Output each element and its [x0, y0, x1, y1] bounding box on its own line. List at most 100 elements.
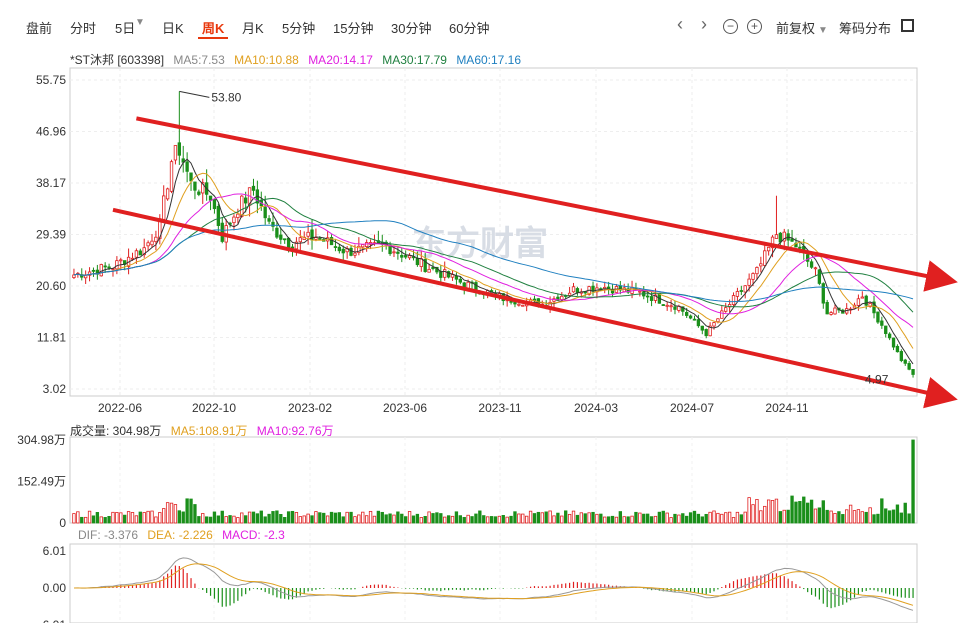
tab-pre-market[interactable]: 盘前 — [26, 21, 53, 36]
tab-5day[interactable]: 5日 — [115, 21, 136, 36]
volume-bar — [747, 497, 751, 524]
volume-bar — [868, 507, 872, 524]
candle-body — [665, 304, 669, 307]
candle-body — [708, 325, 712, 337]
volume-bar — [107, 515, 111, 524]
tab-60min[interactable]: 60分钟 — [449, 21, 490, 36]
fullscreen-icon[interactable] — [901, 19, 914, 32]
tab-intraday[interactable]: 分时 — [70, 21, 97, 36]
period-toolbar: 盘前 分时 5日 ▼ 日K 周K 月K 5分钟 15分钟 30分钟 60分钟 ‹… — [0, 0, 962, 52]
ma30-line — [73, 197, 914, 313]
volume-bar — [677, 514, 681, 524]
volume-bar — [177, 510, 181, 524]
grid-lines — [70, 68, 917, 623]
volume-bar — [201, 513, 205, 524]
tab-5min[interactable]: 5分钟 — [282, 21, 316, 36]
tab-weekly-k[interactable]: 周K — [202, 21, 225, 36]
volume-bar — [887, 510, 892, 524]
candle-body — [532, 298, 537, 301]
candle-body — [813, 267, 818, 270]
candle-body — [704, 329, 708, 337]
price-legend: *ST沐邦 [603398] MA5:7.53 MA10:10.88 MA20:… — [70, 51, 527, 68]
volume-bar — [642, 513, 646, 524]
candle-body — [446, 271, 451, 278]
candle-body — [868, 303, 872, 307]
volume-bar — [860, 511, 864, 524]
volume-bar — [450, 515, 455, 524]
tab-30min[interactable]: 30分钟 — [391, 21, 432, 36]
tab-5day-dropdown-icon[interactable]: ▼ — [135, 17, 145, 28]
candle-body — [724, 307, 728, 312]
volume-bar — [396, 511, 400, 524]
volume-bar — [759, 510, 763, 524]
volume-bar — [813, 508, 818, 524]
volume-bar — [560, 515, 564, 524]
volume-bar — [290, 510, 295, 524]
candle-body — [275, 227, 279, 238]
tab-daily-k[interactable]: 日K — [162, 21, 184, 36]
price-annotations: 53.80 4.97 — [179, 90, 889, 387]
volume-ma10-legend: MA10:92.76万 — [256, 424, 334, 438]
macd-tick-label: -6.01 — [39, 618, 67, 623]
candle-body — [887, 333, 892, 339]
active-tab-indicator — [198, 37, 228, 39]
volume-bar — [364, 515, 369, 524]
candle-body — [396, 251, 400, 254]
volume-bar — [657, 511, 662, 524]
volume-bar — [634, 511, 638, 524]
zoom-out-icon[interactable]: − — [723, 19, 738, 34]
candle-body — [138, 250, 142, 256]
volume-legend: 成交量: 304.98万 MA5:108.91万 MA10:92.76万 — [70, 422, 340, 439]
volume-bar — [661, 510, 665, 524]
candle-body — [809, 261, 814, 268]
tab-monthly-k[interactable]: 月K — [242, 21, 264, 36]
volume-bar — [259, 510, 263, 524]
candle-body — [735, 291, 740, 297]
volume-panel-frame — [69, 436, 918, 524]
macd-legend: DIF: -3.376 DEA: -2.226 MACD: -2.3 — [78, 528, 291, 542]
volume-bar — [146, 510, 150, 524]
volume-bar — [513, 511, 517, 524]
volume-bar — [115, 512, 119, 524]
dif-legend: DIF: -3.376 — [78, 528, 139, 542]
candle-body — [165, 188, 170, 200]
chip-distribution-button[interactable]: 筹码分布 — [839, 21, 892, 36]
adjust-mode-select[interactable]: 前复权 ▼ — [776, 18, 828, 37]
candle-body — [517, 303, 521, 306]
volume-bar — [872, 514, 876, 524]
date-tick-label: 2024-03 — [574, 401, 618, 415]
volume-bar — [345, 511, 349, 524]
candle-body — [318, 238, 322, 240]
volume-bar — [517, 513, 521, 524]
ma20-line — [73, 193, 914, 328]
volume-bar — [244, 515, 248, 524]
candle-body — [825, 302, 829, 315]
price-tick-label: 38.17 — [36, 176, 66, 190]
candle-body — [774, 234, 779, 239]
price-panel-frame — [69, 67, 918, 397]
volume-bar — [236, 517, 240, 524]
stock-name: *ST沐邦 [603398] — [70, 53, 165, 67]
ma10-line — [73, 172, 914, 349]
volume-bar — [158, 512, 162, 524]
volume-bar — [856, 509, 861, 524]
moving-average-lines — [73, 158, 914, 365]
dea-legend: DEA: -2.226 — [147, 528, 213, 542]
candle-body — [653, 294, 658, 301]
candle-body — [271, 221, 275, 227]
zoom-in-icon[interactable]: + — [747, 19, 762, 34]
tab-15min[interactable]: 15分钟 — [333, 21, 374, 36]
candle-body — [833, 307, 837, 315]
volume-bar — [525, 515, 529, 524]
candle-body — [567, 292, 572, 296]
candle-body — [404, 255, 408, 258]
chevron-left-icon[interactable]: ‹ — [677, 14, 683, 34]
volume-bar — [829, 510, 833, 524]
volume-bar — [478, 510, 482, 524]
volume-bar — [688, 512, 693, 524]
volume-bar — [169, 502, 174, 524]
candle-body — [212, 199, 217, 210]
chevron-right-icon[interactable]: › — [701, 14, 707, 34]
candle-body — [521, 304, 525, 307]
